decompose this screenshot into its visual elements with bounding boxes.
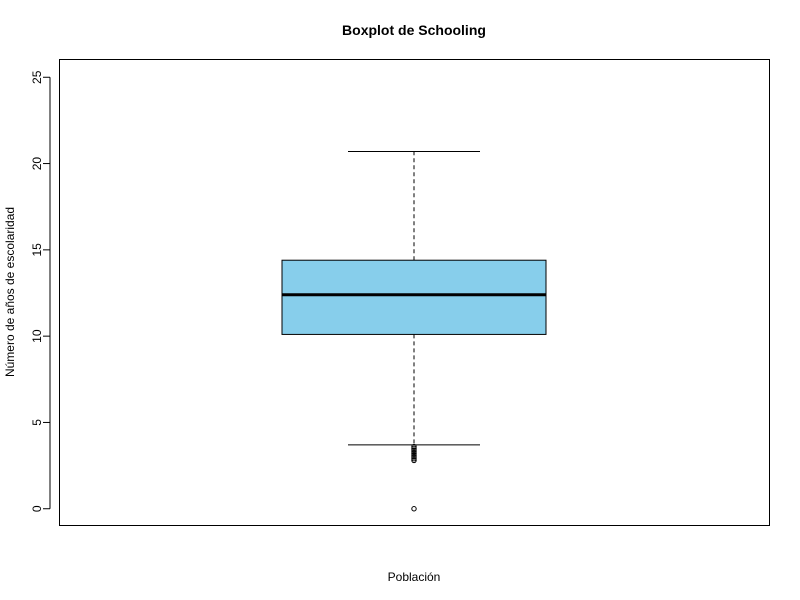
outlier-point	[411, 445, 417, 452]
outlier-point	[411, 457, 417, 464]
outlier-point	[411, 454, 417, 460]
x-axis-label: Población	[387, 570, 441, 584]
outlier-point	[411, 452, 417, 458]
outlier-point	[411, 449, 417, 455]
y-tick-label: 15	[30, 243, 44, 257]
y-tick-label: 25	[30, 70, 44, 84]
y-tick-label: 20	[30, 157, 44, 171]
outlier-point	[411, 455, 417, 462]
outlier-point	[411, 450, 417, 457]
outlier-point	[411, 443, 417, 450]
plot-frame	[59, 59, 770, 526]
outlier-point	[411, 506, 417, 512]
y-tick-label: 0	[30, 505, 44, 512]
y-tick-label: 10	[30, 329, 44, 343]
chart-title: Boxplot de Schooling	[342, 22, 486, 38]
iqr-box	[281, 259, 547, 335]
outlier-point	[411, 447, 417, 453]
y-tick-label: 5	[30, 419, 44, 426]
